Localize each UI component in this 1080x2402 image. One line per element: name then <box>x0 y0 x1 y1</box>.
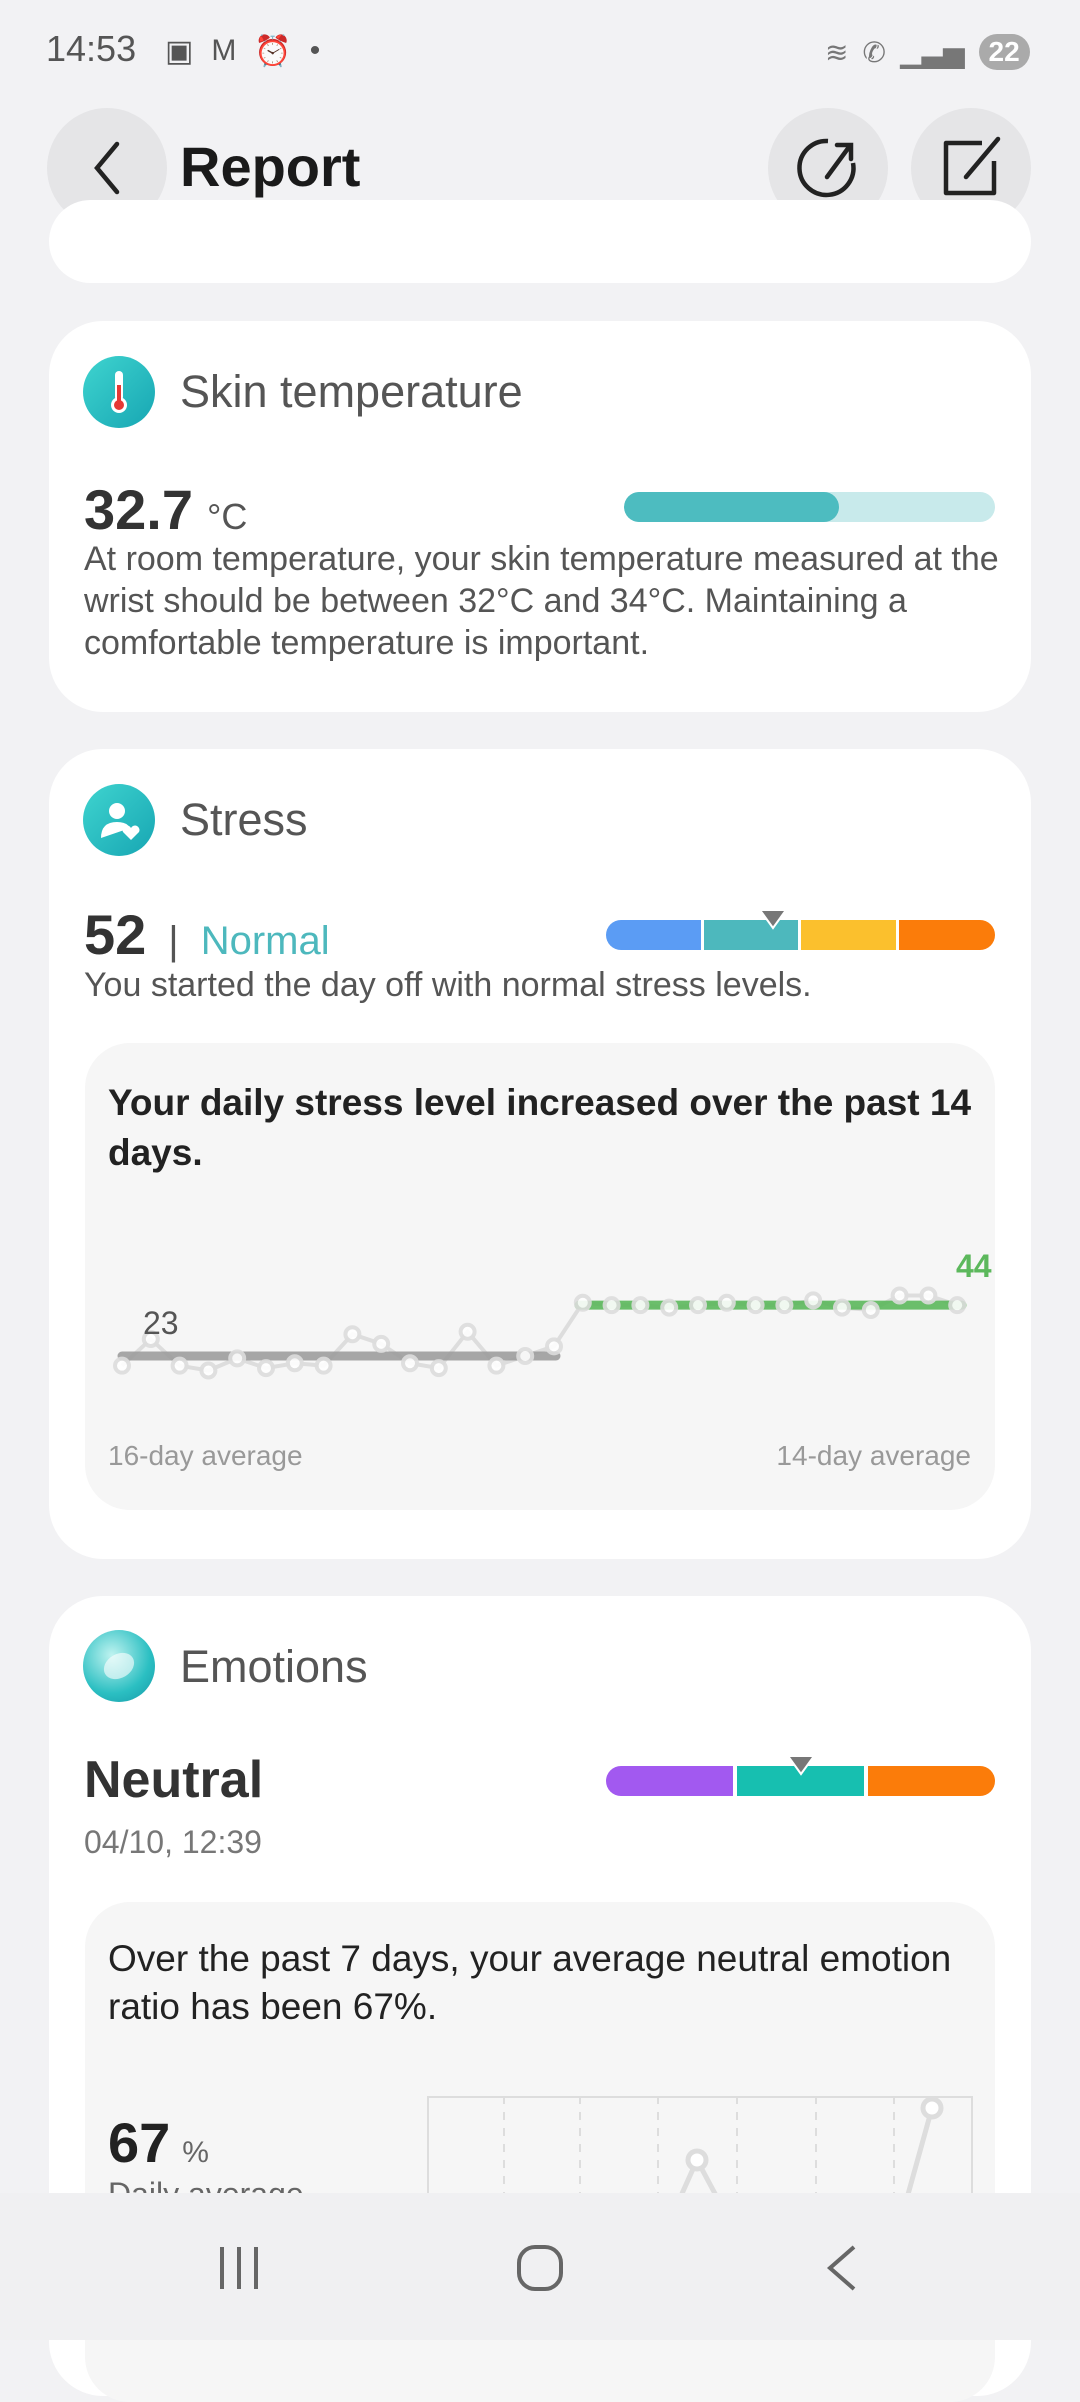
stress-data-point <box>861 1301 880 1320</box>
emotions-daily-unit: % <box>182 2136 209 2169</box>
skin-temperature-title: Skin temperature <box>180 366 523 417</box>
stress-level: Normal <box>200 919 330 963</box>
stress-data-point <box>228 1349 247 1368</box>
stress-data-point <box>890 1286 909 1305</box>
stress-data-point <box>170 1356 189 1375</box>
emotions-value: Neutral <box>84 1751 264 1809</box>
previous-card <box>49 200 1031 283</box>
emotions-daily-value: 67 <box>108 2111 171 2174</box>
emotions-marker-icon <box>786 1755 816 1776</box>
emotions-summary-text: Over the past 7 days, your average neutr… <box>108 1938 952 2027</box>
gmail-icon: M <box>211 34 237 67</box>
stress-data-point <box>113 1356 131 1375</box>
stress-data-point <box>948 1296 967 1315</box>
past-average-label: 23 <box>143 1305 179 1341</box>
stress-data-point <box>141 1330 160 1349</box>
stress-trend-text: Your daily stress level increased over t… <box>108 1082 972 1173</box>
stress-data-point <box>199 1361 218 1380</box>
share-icon <box>797 138 856 198</box>
battery-icon: 22 <box>978 34 1030 70</box>
stress-scale <box>606 909 995 950</box>
emotions-scale-positive <box>868 1766 995 1796</box>
status-icons-right: ≋ ✆ ▁▃▅ 22 <box>825 34 1030 70</box>
edit-icon <box>943 136 1001 196</box>
page-title: Report <box>180 135 361 198</box>
stress-data-point <box>314 1356 333 1375</box>
stress-data-point <box>401 1354 419 1373</box>
stress-value: 52 <box>84 903 147 966</box>
skin-temperature-bar-fill <box>624 492 840 522</box>
back-icon[interactable] <box>822 2243 862 2293</box>
stress-trend-box[interactable] <box>85 1043 995 1510</box>
alarm-icon: ⏰ <box>254 35 292 68</box>
emotions-chart-point <box>685 2148 709 2172</box>
stress-scale-high <box>899 920 995 950</box>
stress-trend-chart: 23 44 <box>113 1248 992 1380</box>
skin-temperature-unit: °C <box>207 496 248 537</box>
stress-data-point <box>602 1296 621 1315</box>
skin-temperature-value: 32.7 <box>84 478 193 541</box>
stress-separator: | <box>168 919 179 963</box>
recent-average-label: 44 <box>956 1248 992 1284</box>
stress-data-point <box>516 1347 535 1365</box>
stress-scale-elevated <box>801 920 896 950</box>
home-icon[interactable] <box>515 2243 565 2293</box>
stress-data-point <box>573 1293 592 1312</box>
thermometer-icon <box>83 356 155 428</box>
stress-data-point <box>689 1296 707 1315</box>
stress-data-point <box>833 1298 851 1317</box>
status-icons-left: ▣ M ⏰ • <box>165 34 320 69</box>
stress-data-point <box>285 1354 304 1373</box>
stress-data-point <box>487 1356 506 1375</box>
emotions-icon <box>83 1630 155 1702</box>
skin-temperature-bar <box>624 492 995 522</box>
emotions-scale-negative <box>606 1766 733 1796</box>
recents-icon[interactable] <box>214 2243 264 2293</box>
emotions-chart-point <box>920 2096 944 2120</box>
wifi-calling-icon: ✆ <box>862 36 886 68</box>
emotions-scale <box>606 1755 995 1796</box>
stress-scale-low <box>606 920 701 950</box>
stress-data-point <box>775 1296 794 1315</box>
stress-data-point <box>746 1296 765 1315</box>
stress-data-point <box>545 1337 563 1356</box>
stress-data-point <box>919 1286 938 1305</box>
chevron-left-icon <box>94 141 120 195</box>
dot-icon: • <box>309 34 321 67</box>
stress-data-point <box>804 1291 823 1310</box>
stress-left-label: 16-day average <box>108 1440 303 1471</box>
emotions-timestamp: 04/10, 12:39 <box>84 1824 262 1860</box>
stress-data-point <box>631 1296 650 1315</box>
stress-data-point <box>660 1298 679 1317</box>
stress-data-point <box>372 1334 391 1353</box>
stress-data-point <box>458 1322 477 1341</box>
skin-temperature-description: At room temperature, your skin temperatu… <box>84 540 999 662</box>
stress-scale-normal <box>704 920 798 950</box>
stress-data-point <box>257 1359 275 1378</box>
stress-person-heart-icon <box>83 784 155 856</box>
stress-data-point <box>343 1325 362 1344</box>
stress-description: You started the day off with normal stre… <box>84 966 812 1004</box>
stress-data-point <box>717 1293 736 1312</box>
stress-marker-icon <box>758 909 788 930</box>
status-time: 14:53 <box>46 28 137 69</box>
screenshot-icon: ▣ <box>165 35 194 68</box>
signal-icon: ▁▃▅ <box>899 36 965 68</box>
stress-title: Stress <box>180 794 308 845</box>
navigation-bar <box>0 2193 1080 2340</box>
emotions-title: Emotions <box>180 1641 368 1692</box>
stress-right-label: 14-day average <box>776 1440 971 1471</box>
wifi-icon: ≋ <box>825 36 849 68</box>
stress-data-point <box>429 1359 448 1378</box>
